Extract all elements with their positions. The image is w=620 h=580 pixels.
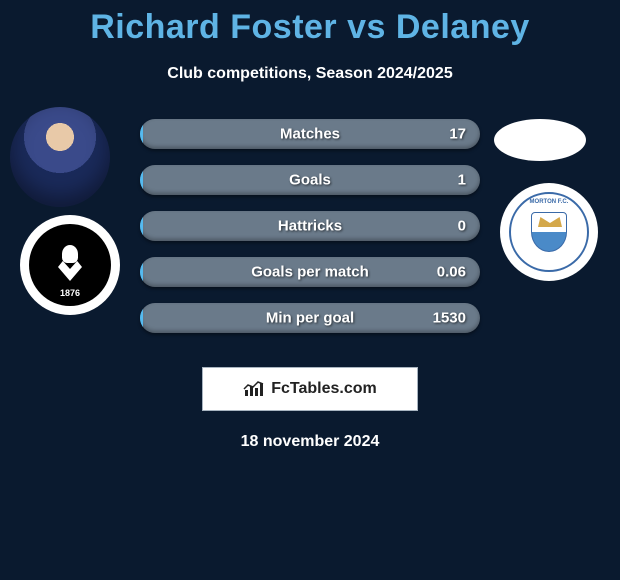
stat-row: Goals per match 0.06 <box>140 257 480 287</box>
chart-icon <box>243 380 265 398</box>
stat-row: Goals 1 <box>140 165 480 195</box>
stat-label: Goals <box>289 172 331 189</box>
stat-value: 17 <box>449 126 466 143</box>
watermark-text: FcTables.com <box>271 380 377 398</box>
stat-fill <box>140 211 143 241</box>
watermark: FcTables.com <box>202 367 418 411</box>
club-right-text: MORTON F.C. <box>530 199 569 205</box>
stat-value: 1 <box>458 172 466 189</box>
club-left-badge-inner: 1876 <box>29 224 111 306</box>
stat-label: Min per goal <box>266 310 354 327</box>
stat-label: Goals per match <box>251 264 369 281</box>
stat-bars: Matches 17 Goals 1 Hattricks 0 Goals per… <box>140 119 480 349</box>
comparison-area: 1876 MORTON F.C. Matches 17 Goals 1 Hatt… <box>0 107 620 357</box>
club-right-badge: MORTON F.C. <box>500 183 598 281</box>
club-left-badge: 1876 <box>20 215 120 315</box>
stat-label: Hattricks <box>278 218 342 235</box>
stat-fill <box>140 303 143 333</box>
stat-value: 0.06 <box>437 264 466 281</box>
subtitle: Club competitions, Season 2024/2025 <box>0 65 620 83</box>
stat-label: Matches <box>280 126 340 143</box>
date-label: 18 november 2024 <box>0 433 620 451</box>
thistle-icon <box>50 245 90 285</box>
stat-fill <box>140 119 143 149</box>
stat-row: Min per goal 1530 <box>140 303 480 333</box>
shield-icon <box>531 212 567 252</box>
stat-row: Hattricks 0 <box>140 211 480 241</box>
player-left-avatar <box>10 107 110 207</box>
page-title: Richard Foster vs Delaney <box>0 0 620 47</box>
club-right-badge-inner: MORTON F.C. <box>509 192 589 272</box>
stat-fill <box>140 257 143 287</box>
stat-value: 1530 <box>433 310 466 327</box>
club-left-year: 1876 <box>60 288 80 298</box>
stat-value: 0 <box>458 218 466 235</box>
stat-fill <box>140 165 143 195</box>
stat-row: Matches 17 <box>140 119 480 149</box>
player-right-avatar <box>494 119 586 161</box>
